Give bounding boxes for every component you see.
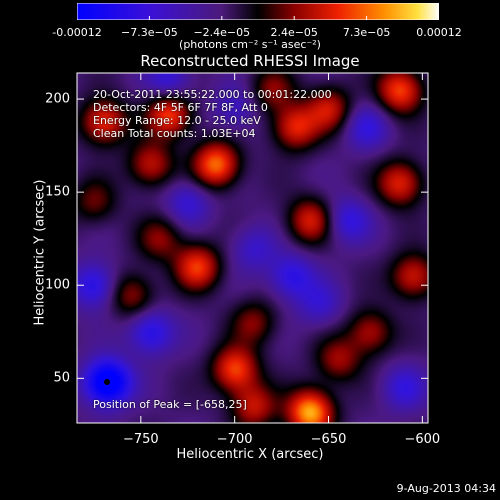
- colorbar-tick-label: -0.00012: [52, 26, 102, 39]
- colorbar-tick-label: 7.3e−05: [342, 26, 391, 39]
- x-tick-label: −650: [310, 432, 347, 447]
- colorbar-tick-label: −2.4e−05: [193, 26, 251, 39]
- y-axis-label: Heliocentric Y (arcsec): [32, 179, 48, 326]
- x-tick-label: −600: [404, 432, 441, 447]
- x-axis-label: Heliocentric X (arcsec): [176, 447, 324, 462]
- heatmap-image: [77, 73, 428, 423]
- peak-position-label: Position of Peak = [-658,25]: [93, 398, 247, 411]
- info-time-range: 20-Oct-2011 23:55:22.000 to 00:01:22.000: [93, 88, 332, 101]
- x-tick-label: −700: [216, 432, 253, 447]
- colorbar: [77, 3, 439, 20]
- info-detectors: Detectors: 4F 5F 6F 7F 8F, Att 0: [93, 101, 268, 114]
- y-tick-label: 150: [45, 184, 70, 200]
- colorbar-tick-label: −7.3e−05: [121, 26, 178, 39]
- footer-date: 9-Aug-2013 04:34: [396, 482, 496, 495]
- y-tick-label: 50: [53, 370, 70, 386]
- y-tick-label: 200: [45, 91, 70, 107]
- info-energy-range: Energy Range: 12.0 - 25.0 keV: [93, 114, 261, 127]
- colorbar-tick-label: 0.00012: [416, 26, 462, 39]
- colorbar-units: (photons cm⁻² s⁻¹ asec⁻²): [179, 38, 321, 51]
- x-tick-label: −750: [122, 432, 159, 447]
- chart-title: Reconstructed RHESSI Image: [140, 52, 360, 70]
- colorbar-tick-label: 2.4e−05: [270, 26, 318, 39]
- info-clean-counts: Clean Total counts: 1.03E+04: [93, 127, 256, 140]
- y-tick-label: 100: [45, 277, 70, 293]
- min-marker: [104, 379, 111, 386]
